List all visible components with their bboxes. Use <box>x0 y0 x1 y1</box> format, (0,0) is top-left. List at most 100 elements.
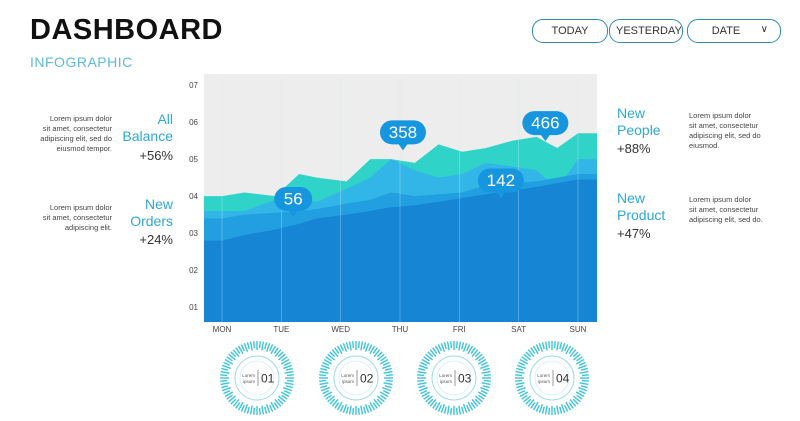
dial-tick <box>376 353 385 361</box>
dial-tick <box>220 374 228 377</box>
dial-tick <box>481 382 491 386</box>
stat-description: Lorem ipsum dolor sit amet, consectetur a… <box>40 114 112 153</box>
dial-tick <box>466 344 471 352</box>
dial-tick <box>515 374 523 377</box>
dial-tick <box>382 390 390 395</box>
stat-description: Lorem ipsum dolor sit amet, consectetur a… <box>42 203 112 232</box>
dial-tick <box>277 353 286 361</box>
dial-tick <box>325 356 332 362</box>
dial-tick <box>467 401 474 411</box>
x-tick-label: TUE <box>273 325 289 334</box>
dial-tick <box>423 394 430 400</box>
dial-tick <box>418 385 426 389</box>
dial-tick <box>440 404 446 414</box>
dial-tick <box>322 361 330 366</box>
dial-tick <box>581 379 589 382</box>
dial-tick <box>544 341 548 351</box>
today-filter-button[interactable]: TODAY <box>532 19 608 43</box>
dial-tick <box>477 358 487 365</box>
dial-caption: ipsum <box>440 379 452 384</box>
dial-tick <box>553 407 556 415</box>
dial-tick <box>470 402 476 409</box>
y-tick-label: 04 <box>189 192 198 201</box>
dial-tick <box>382 361 390 366</box>
dial-tick <box>348 405 352 415</box>
dial-number: 02 <box>360 372 374 386</box>
x-tick-label: FRI <box>453 325 466 334</box>
dial-tick <box>334 402 340 409</box>
dial-tick <box>385 374 393 377</box>
dial-tick <box>455 341 458 349</box>
dial-tick <box>575 391 585 398</box>
callout-value: 358 <box>389 123 417 142</box>
dial-tick <box>334 347 340 354</box>
dial-tick <box>283 390 291 395</box>
dial-tick <box>286 374 294 377</box>
callout-bubble <box>477 168 524 193</box>
dial-tick <box>556 341 560 351</box>
yesterday-filter-button[interactable]: YESTERDAY <box>609 19 683 43</box>
dial-tick <box>532 401 539 411</box>
area-series-4 <box>204 179 597 322</box>
dial-number: 01 <box>261 372 275 386</box>
dial-tick <box>572 353 581 361</box>
dial-tick <box>221 367 229 371</box>
dial-tick <box>246 342 250 350</box>
dial-tick <box>329 351 336 358</box>
dial-tick <box>240 404 245 412</box>
page-subtitle: INFOGRAPHIC <box>30 54 133 70</box>
callout-pointer <box>495 191 506 199</box>
dial-tick <box>425 395 434 403</box>
dial-tick <box>235 402 241 409</box>
dial-tick <box>474 351 481 358</box>
dial-tick <box>482 367 490 371</box>
dial-tick <box>261 405 265 415</box>
dial-tick <box>535 344 540 352</box>
dial-tick <box>553 341 556 349</box>
dial-tick <box>224 358 234 365</box>
dial-tick <box>515 379 523 382</box>
stat-description: Lorem ipsum dolor sit amet, consectetur a… <box>689 111 761 150</box>
callout-value: 56 <box>284 189 303 208</box>
dial-tick <box>352 407 355 415</box>
dial-tick <box>331 398 339 407</box>
dial-tick <box>515 382 525 386</box>
dial-tick <box>569 349 577 358</box>
dial-tick <box>421 391 431 398</box>
dial-tick <box>228 395 237 403</box>
date-dropdown[interactable]: DATE ∨ <box>687 19 781 43</box>
dial-tick <box>482 385 490 389</box>
dial-tick <box>357 407 360 415</box>
dial-tick <box>380 394 387 400</box>
dial-tick <box>376 351 383 358</box>
dial-tick <box>467 345 474 355</box>
stat-label-all-balance: All Balance <box>122 111 173 144</box>
dial-tick <box>364 404 370 414</box>
dial-tick <box>322 390 330 395</box>
dial-tick <box>572 351 579 358</box>
dial-tick <box>535 404 540 412</box>
dial-tick <box>369 401 376 411</box>
dial-tick <box>521 394 528 400</box>
dial-tick <box>228 353 237 361</box>
dial-tick <box>477 391 487 398</box>
dial-tick <box>418 367 426 371</box>
stat-label-new-people: New People <box>617 105 661 138</box>
x-tick-label: MON <box>213 325 232 334</box>
x-tick-label: WED <box>331 325 350 334</box>
dial-tick <box>329 398 336 405</box>
dial-tick <box>331 349 339 358</box>
dial-tick <box>226 356 233 362</box>
stat-description: Lorem ipsum dolor sit amet, consectetur a… <box>689 195 763 224</box>
dial-tick <box>270 345 277 355</box>
dial-tick <box>368 404 373 412</box>
dial-tick <box>437 404 442 412</box>
dial-tick <box>480 386 490 392</box>
y-tick-label: 01 <box>189 303 198 312</box>
dial-tick <box>418 364 428 370</box>
chevron-down-icon: ∨ <box>760 24 768 35</box>
dial-tick <box>580 367 588 371</box>
dial-tick <box>478 394 485 400</box>
dial-tick <box>380 356 387 362</box>
